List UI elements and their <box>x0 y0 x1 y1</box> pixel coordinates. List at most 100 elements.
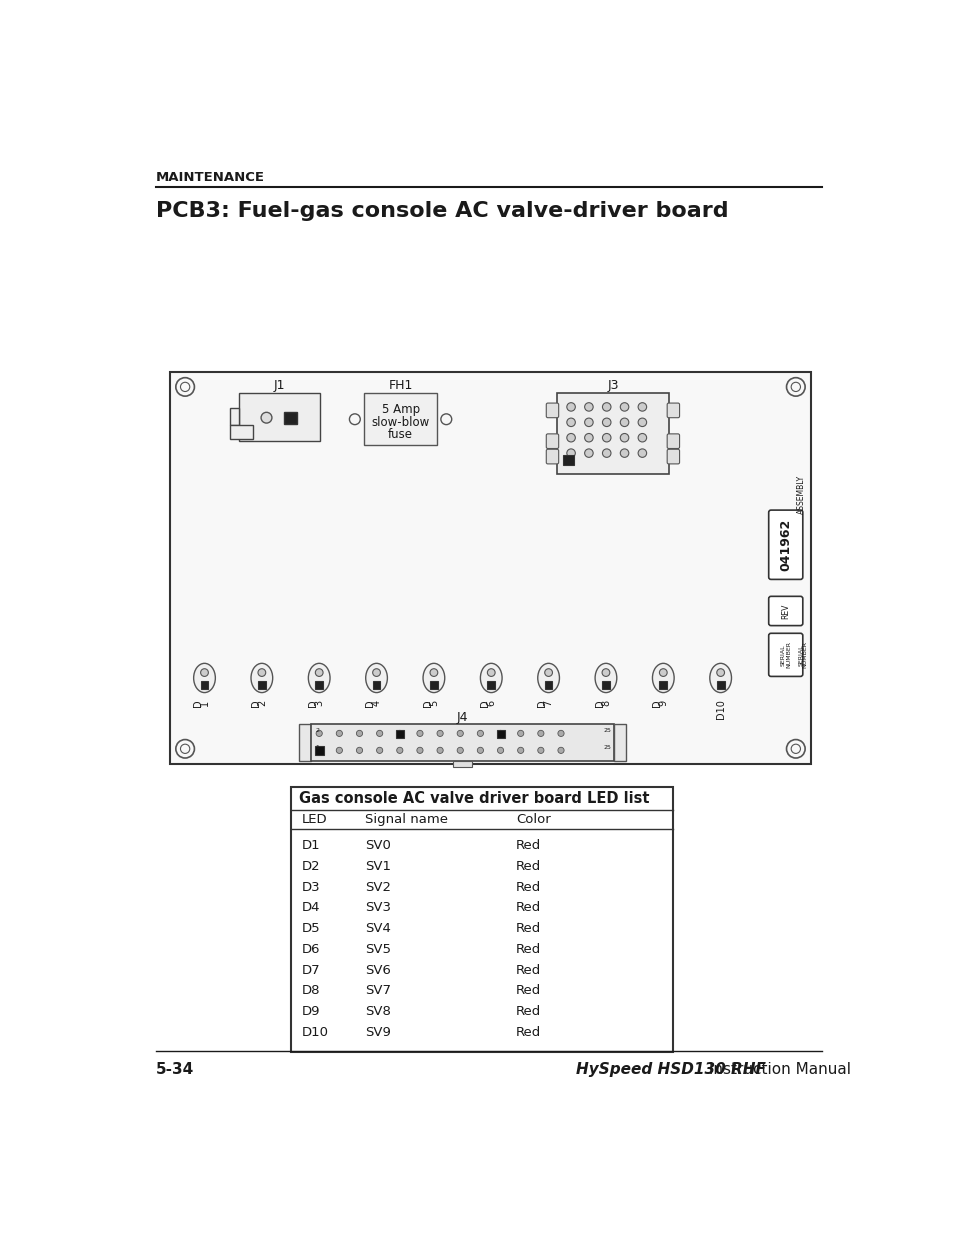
Text: D4: D4 <box>302 902 320 914</box>
Circle shape <box>456 730 463 736</box>
Text: 1: 1 <box>315 745 319 750</box>
Circle shape <box>638 419 646 426</box>
Text: SV9: SV9 <box>365 1026 391 1039</box>
Circle shape <box>476 747 483 753</box>
Text: 7: 7 <box>543 699 553 705</box>
Text: SV7: SV7 <box>365 984 391 998</box>
Bar <box>487 680 495 689</box>
Bar <box>239 393 319 441</box>
Circle shape <box>785 378 804 396</box>
Circle shape <box>659 668 666 677</box>
Circle shape <box>261 412 272 424</box>
Circle shape <box>790 745 800 753</box>
Circle shape <box>180 383 190 391</box>
Circle shape <box>456 747 463 753</box>
Circle shape <box>602 433 610 442</box>
Circle shape <box>601 668 609 677</box>
Text: SERIAL: SERIAL <box>798 643 803 666</box>
Text: D10: D10 <box>302 1026 329 1039</box>
Text: 5 Amp: 5 Amp <box>381 404 419 416</box>
Text: Color: Color <box>516 813 550 826</box>
Text: SV5: SV5 <box>365 942 391 956</box>
Text: 1: 1 <box>199 699 210 705</box>
Text: Red: Red <box>516 1026 540 1039</box>
Text: SV1: SV1 <box>365 860 391 873</box>
Circle shape <box>584 419 593 426</box>
Text: 25: 25 <box>603 727 611 732</box>
Circle shape <box>517 747 523 753</box>
Circle shape <box>356 730 362 736</box>
Bar <box>315 680 323 689</box>
Text: Red: Red <box>516 923 540 935</box>
Circle shape <box>638 448 646 457</box>
Circle shape <box>558 747 563 753</box>
Bar <box>311 724 613 761</box>
Text: FH1: FH1 <box>388 379 413 391</box>
Bar <box>601 680 609 689</box>
Circle shape <box>584 448 593 457</box>
Text: 041962: 041962 <box>779 519 791 571</box>
Text: Red: Red <box>516 1005 540 1018</box>
Circle shape <box>544 668 552 677</box>
Circle shape <box>175 740 194 758</box>
Text: 4: 4 <box>371 699 381 705</box>
Bar <box>544 680 552 689</box>
Circle shape <box>349 414 360 425</box>
Circle shape <box>566 448 575 457</box>
Bar <box>613 724 625 761</box>
Text: D: D <box>251 699 260 708</box>
Text: fuse: fuse <box>388 429 413 441</box>
Circle shape <box>566 419 575 426</box>
Circle shape <box>619 433 628 442</box>
Text: D5: D5 <box>302 923 320 935</box>
Text: 8: 8 <box>600 699 610 705</box>
Circle shape <box>566 433 575 442</box>
FancyBboxPatch shape <box>768 597 802 626</box>
Text: NUMBER: NUMBER <box>801 641 807 668</box>
Text: 2: 2 <box>315 727 319 732</box>
Bar <box>257 680 266 689</box>
Circle shape <box>584 403 593 411</box>
Circle shape <box>396 730 402 736</box>
FancyBboxPatch shape <box>768 510 802 579</box>
Ellipse shape <box>251 663 273 693</box>
Text: 9: 9 <box>658 699 668 705</box>
Text: Instruction Manual: Instruction Manual <box>703 1062 850 1077</box>
Circle shape <box>396 747 402 753</box>
Bar <box>557 393 668 474</box>
Bar <box>430 680 437 689</box>
Text: D: D <box>365 699 375 708</box>
Circle shape <box>315 668 323 677</box>
Bar <box>315 746 323 755</box>
Text: D3: D3 <box>302 881 320 893</box>
Circle shape <box>497 730 503 736</box>
Text: ASSEMBLY: ASSEMBLY <box>796 475 805 514</box>
Circle shape <box>175 378 194 396</box>
Circle shape <box>373 668 380 677</box>
Circle shape <box>430 668 437 677</box>
Text: SV6: SV6 <box>365 963 391 977</box>
Circle shape <box>335 730 342 736</box>
FancyBboxPatch shape <box>666 450 679 464</box>
Text: Red: Red <box>516 839 540 852</box>
Bar <box>298 724 311 761</box>
Text: J3: J3 <box>606 379 618 391</box>
Circle shape <box>638 403 646 411</box>
Ellipse shape <box>480 663 501 693</box>
Circle shape <box>257 668 266 677</box>
Text: SERIAL
NUMBER: SERIAL NUMBER <box>780 641 790 668</box>
Text: D: D <box>479 699 490 708</box>
Circle shape <box>476 730 483 736</box>
Circle shape <box>376 747 382 753</box>
Circle shape <box>566 403 575 411</box>
Circle shape <box>619 403 628 411</box>
Ellipse shape <box>537 663 558 693</box>
Bar <box>659 680 666 689</box>
Bar <box>230 409 239 425</box>
Bar <box>716 680 723 689</box>
Circle shape <box>558 730 563 736</box>
FancyBboxPatch shape <box>546 433 558 448</box>
Ellipse shape <box>365 663 387 693</box>
Circle shape <box>785 740 804 758</box>
Ellipse shape <box>193 663 215 693</box>
